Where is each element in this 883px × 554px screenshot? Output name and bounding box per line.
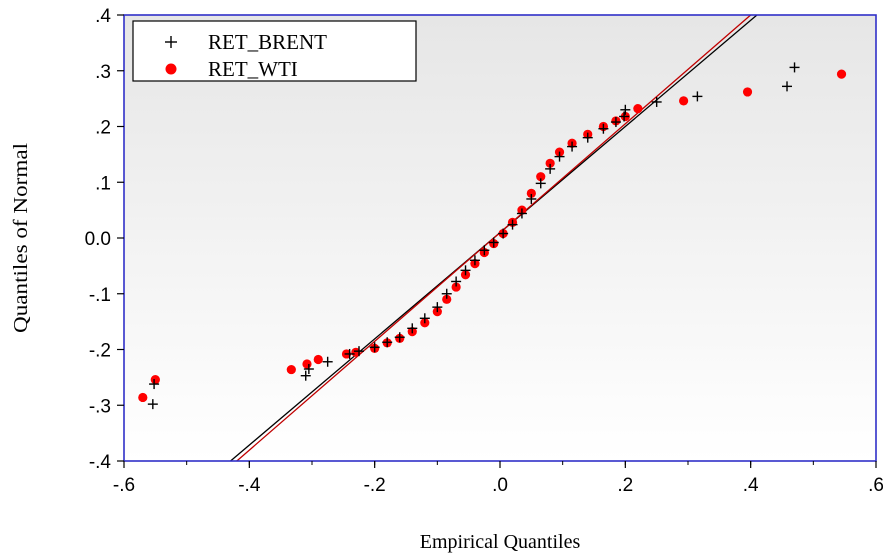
- point-ret-brent: [460, 265, 471, 276]
- legend-label-ret-wti: RET_WTI: [208, 57, 298, 81]
- point-ret-wti: [633, 104, 643, 114]
- x-tick-label: .6: [868, 475, 883, 496]
- point-ret-brent: [535, 178, 546, 189]
- legend-plus-marker: [165, 36, 177, 48]
- x-tick-label: .0: [492, 475, 508, 496]
- point-ret-brent: [407, 323, 418, 334]
- point-ret-brent: [782, 81, 793, 92]
- point-ret-brent: [567, 141, 578, 152]
- legend-dot-marker: [165, 63, 177, 75]
- point-ret-brent: [498, 228, 509, 239]
- legend-label-ret-brent: RET_BRENT: [208, 30, 327, 54]
- point-ret-brent: [303, 364, 314, 375]
- point-ret-wti: [150, 375, 160, 385]
- point-ret-brent: [545, 163, 556, 174]
- point-ret-brent: [479, 245, 490, 256]
- point-ret-brent: [344, 348, 355, 359]
- y-tick-label: .3: [95, 62, 111, 83]
- point-ret-brent: [692, 91, 703, 102]
- point-ret-brent: [149, 379, 160, 390]
- y-tick-label: -.4: [89, 452, 112, 473]
- point-ret-brent: [651, 96, 662, 107]
- point-ret-wti: [442, 294, 452, 304]
- point-ret-brent: [516, 208, 527, 219]
- x-tick-label: .4: [743, 475, 759, 496]
- x-axis-title: Empirical Quantiles: [420, 531, 581, 553]
- point-ret-wti: [138, 392, 148, 403]
- y-tick-label: -.3: [89, 396, 111, 417]
- point-ret-brent: [469, 255, 480, 266]
- point-ret-brent: [507, 219, 518, 230]
- point-ret-brent: [147, 399, 158, 410]
- point-ret-wti: [313, 354, 323, 365]
- y-tick-label: -.2: [89, 341, 111, 362]
- y-tick-label: 0.0: [85, 229, 111, 250]
- point-ret-brent: [526, 193, 537, 204]
- point-ret-wti: [526, 188, 536, 198]
- point-ret-brent: [441, 288, 452, 299]
- point-ret-brent: [598, 123, 609, 134]
- point-ret-brent: [582, 132, 593, 143]
- point-ret-brent: [610, 117, 621, 128]
- point-ret-brent: [620, 104, 631, 115]
- point-ret-wti: [286, 364, 296, 375]
- point-ret-wti: [451, 282, 461, 292]
- point-ret-brent: [322, 356, 333, 367]
- y-tick-label: .2: [95, 118, 111, 139]
- point-ret-wti: [545, 158, 555, 168]
- point-ret-brent: [619, 111, 630, 122]
- x-tick-label: .2: [617, 475, 633, 496]
- legend-marker-ret-wti: [165, 63, 177, 75]
- point-ret-brent: [554, 151, 565, 162]
- point-ret-wti: [302, 359, 312, 369]
- x-tick-label: -.6: [113, 475, 135, 496]
- point-ret-brent: [451, 276, 462, 287]
- point-ret-brent: [382, 337, 393, 348]
- point-ret-wti: [679, 96, 689, 106]
- point-ret-brent: [432, 302, 443, 313]
- point-ret-wti: [836, 69, 847, 79]
- point-ret-wti: [536, 172, 546, 182]
- point-ret-brent: [369, 342, 380, 353]
- y-tick-label: .1: [95, 173, 111, 194]
- point-ret-wti: [742, 87, 753, 97]
- legend-box: [132, 20, 417, 82]
- data-points: [138, 62, 847, 410]
- x-tick-label: -.4: [238, 475, 261, 496]
- y-axis-title: Quantiles of Normal: [10, 142, 32, 333]
- point-ret-brent: [300, 370, 311, 381]
- x-axis: -.6 -.4 -.2 .0 .2 .4 .6: [113, 461, 883, 496]
- point-ret-brent: [354, 346, 364, 357]
- y-tick-label: -.1: [89, 285, 111, 306]
- legend-marker-ret-brent: [165, 36, 177, 48]
- plot-background: [124, 15, 876, 461]
- point-ret-brent: [419, 313, 430, 324]
- point-ret-brent: [488, 237, 499, 248]
- y-axis: -.4 -.3 -.2 -.1 0.0 .1 .2 .3 .4: [85, 6, 124, 473]
- y-tick-label: .4: [95, 6, 111, 27]
- legend: RET_BRENT RET_WTI: [132, 20, 417, 82]
- point-ret-brent: [789, 62, 800, 73]
- point-ret-brent: [394, 332, 405, 343]
- x-tick-label: -.2: [364, 475, 386, 496]
